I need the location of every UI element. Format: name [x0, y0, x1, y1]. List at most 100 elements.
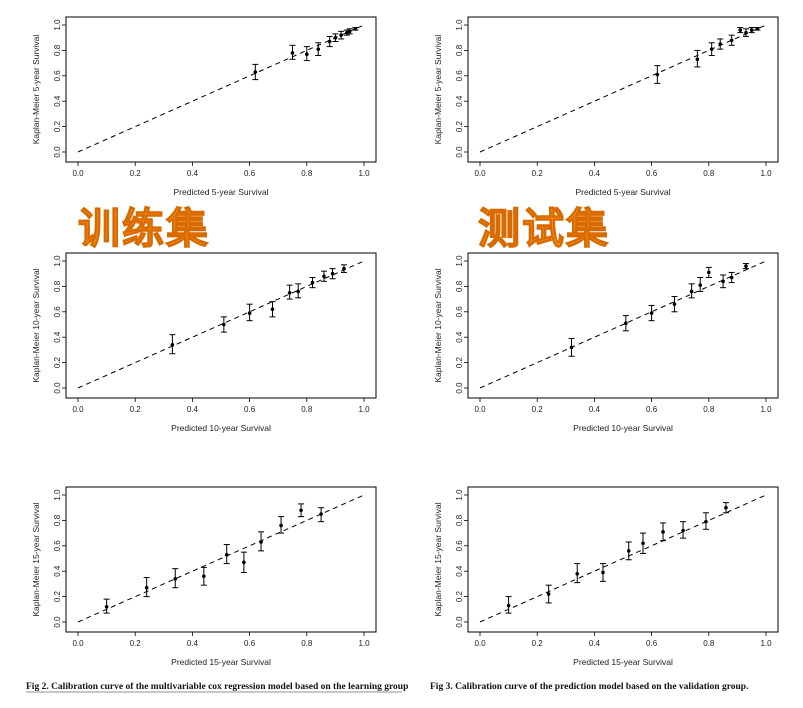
- data-point: [649, 311, 654, 315]
- data-point: [330, 271, 335, 276]
- y-tick-label: 0.8: [53, 44, 62, 56]
- plot-frame: [65, 486, 377, 633]
- data-point: [718, 42, 723, 46]
- x-tick-label: 0.4: [589, 169, 601, 178]
- y-tick-label: 0.8: [455, 514, 464, 526]
- data-point: [104, 604, 109, 609]
- data-point: [170, 343, 175, 347]
- x-tick-label: 0.2: [130, 639, 142, 648]
- y-tick-label: 0.0: [53, 146, 62, 158]
- calibration-chart-4: 0.0 0.2 0.4 0.6 0.8 1.0 0.0 0.2 0.4 0.6 0.8 1.0 Pred…: [433, 252, 779, 433]
- data-point: [575, 571, 580, 576]
- y-tick-label: 0.6: [53, 540, 62, 552]
- y-tick-label: 0.2: [53, 356, 62, 368]
- y-axis-label: Kaplan-Meier 10-year Survival: [433, 268, 443, 382]
- reference-diagonal-line: [77, 24, 365, 153]
- data-point: [144, 585, 149, 590]
- x-tick-label: 0.2: [532, 405, 544, 414]
- data-point: [287, 290, 292, 295]
- plot-frame: [467, 16, 779, 163]
- y-tick-label: 1.0: [455, 19, 464, 31]
- y-axis-label: Kaplan-Meier 15-year Survival: [31, 502, 41, 616]
- data-point: [655, 72, 660, 77]
- data-point: [270, 307, 275, 312]
- caption-fig2: Fig 2. Calibration curve of the multivar…: [26, 682, 408, 692]
- x-tick-label: 0.8: [301, 169, 313, 178]
- x-tick-label: 0.6: [646, 405, 658, 414]
- reference-diagonal-line: [479, 260, 767, 389]
- y-axis-label: Kaplan-Meier 5-year Survival: [433, 35, 443, 145]
- y-tick-label: 1.0: [53, 255, 62, 267]
- y-tick-label: 0.4: [455, 565, 464, 577]
- x-tick-label: 1.0: [760, 639, 772, 648]
- data-point: [738, 28, 743, 32]
- y-tick-label: 0.6: [455, 306, 464, 318]
- x-tick-label: 1.0: [760, 405, 772, 414]
- data-point: [755, 27, 760, 31]
- y-axis-label: Kaplan-Meier 5-year Survival: [31, 35, 41, 145]
- reference-diagonal-line: [479, 24, 767, 153]
- y-tick-label: 0.2: [455, 590, 464, 602]
- y-tick-label: 0.4: [455, 331, 464, 343]
- y-tick-label: 0.0: [455, 616, 464, 628]
- x-axis-label: Predicted 5-year Survival: [174, 187, 269, 197]
- x-tick-label: 0.0: [72, 169, 84, 178]
- y-tick-label: 0.4: [53, 95, 62, 107]
- data-point: [749, 28, 754, 32]
- plot-frame: [467, 252, 779, 399]
- x-tick-label: 0.2: [532, 169, 544, 178]
- data-point: [709, 47, 714, 51]
- calibration-chart-6: 0.0 0.2 0.4 0.6 0.8 1.0 0.0 0.2 0.4 0.6 0.8 1.0 Pred…: [433, 486, 779, 667]
- x-tick-label: 0.6: [646, 169, 658, 178]
- x-tick-label: 0.0: [72, 639, 84, 648]
- data-point: [327, 39, 332, 44]
- data-point: [698, 283, 703, 287]
- y-tick-label: 0.6: [455, 540, 464, 552]
- data-point: [333, 35, 338, 40]
- x-tick-label: 0.0: [474, 639, 486, 648]
- data-point: [744, 264, 748, 268]
- y-tick-label: 0.4: [455, 95, 464, 107]
- y-tick-label: 0.4: [53, 331, 62, 343]
- data-point: [305, 52, 309, 57]
- x-tick-label: 0.8: [703, 639, 715, 648]
- x-tick-label: 0.2: [130, 169, 142, 178]
- calibration-chart-5: 0.0 0.2 0.4 0.6 0.8 1.0 0.0 0.2 0.4 0.6 0.8 1.0 Pred…: [31, 486, 377, 667]
- data-point: [641, 541, 645, 546]
- x-tick-label: 0.4: [589, 405, 601, 414]
- data-point: [601, 570, 605, 575]
- x-tick-label: 0.4: [187, 169, 199, 178]
- x-tick-label: 0.0: [474, 405, 486, 414]
- x-tick-label: 0.8: [703, 405, 715, 414]
- x-tick-label: 0.6: [646, 639, 658, 648]
- reference-diagonal-line: [479, 494, 767, 623]
- data-point: [729, 38, 734, 43]
- data-point: [299, 508, 303, 513]
- y-tick-label: 1.0: [455, 255, 464, 267]
- x-tick-label: 0.0: [474, 169, 486, 178]
- data-point: [681, 528, 685, 533]
- data-point: [704, 519, 708, 524]
- data-point: [222, 322, 226, 327]
- x-tick-label: 0.6: [244, 639, 256, 648]
- data-point: [319, 512, 323, 516]
- y-axis-label: Kaplan-Meier 15-year Survival: [433, 502, 443, 616]
- data-point: [310, 280, 315, 285]
- data-point: [316, 47, 321, 51]
- reference-diagonal-line: [77, 260, 365, 389]
- caption-fig3: Fig 3. Calibration curve of the predicti…: [430, 682, 748, 692]
- data-point: [729, 275, 734, 280]
- y-tick-label: 0.0: [53, 382, 62, 394]
- x-tick-label: 1.0: [358, 639, 370, 648]
- y-tick-label: 0.0: [455, 146, 464, 158]
- data-point: [672, 302, 677, 306]
- y-tick-label: 1.0: [455, 489, 464, 501]
- watermark-training-set: 训练集: [78, 204, 210, 253]
- x-tick-label: 0.6: [244, 405, 256, 414]
- y-tick-label: 0.2: [53, 120, 62, 132]
- data-point: [744, 30, 748, 35]
- plot-frame: [65, 16, 377, 163]
- x-tick-label: 0.8: [301, 639, 313, 648]
- data-point: [290, 51, 295, 55]
- y-tick-label: 0.2: [53, 590, 62, 602]
